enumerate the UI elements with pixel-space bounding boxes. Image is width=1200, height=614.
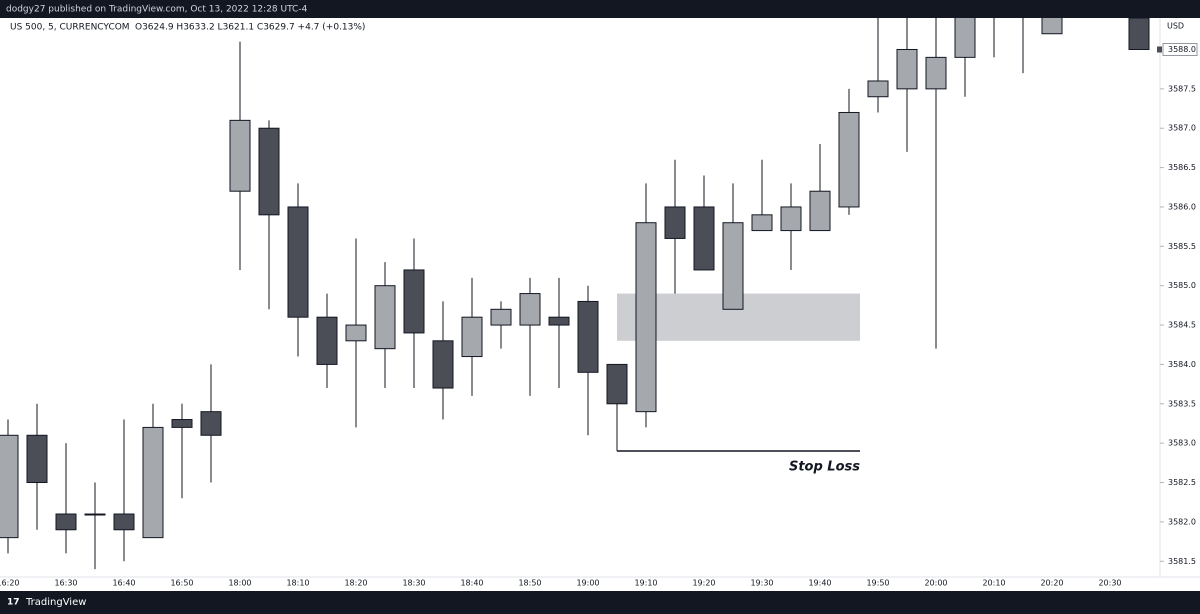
candle-body	[838, 111, 860, 208]
symbol: US 500, 5, CURRENCYCOM	[10, 23, 130, 33]
y-tick-label: 3583.5	[1168, 399, 1196, 408]
x-tick-label: 16:40	[112, 579, 135, 588]
top-bar	[0, 0, 1200, 18]
x-tick-label: 18:10	[286, 579, 309, 588]
candle-body	[55, 513, 77, 531]
x-tick-label: 19:40	[808, 579, 831, 588]
plot-area	[0, 18, 1150, 570]
last-price-box	[1162, 42, 1198, 56]
x-tick-label: 20:10	[982, 579, 1005, 588]
candle-body	[925, 56, 947, 90]
candle-body	[780, 206, 802, 232]
x-tick-label: 18:50	[518, 579, 541, 588]
x-tick-label: 16:30	[54, 579, 77, 588]
y-tick-label: 3582.0	[1168, 517, 1196, 526]
y-tick-label: 3587.0	[1168, 124, 1196, 133]
candle-body	[548, 316, 570, 326]
brand-logo: 17	[7, 598, 20, 608]
y-tick-label: 3585.0	[1168, 281, 1196, 290]
y-tick-label: 3582.5	[1168, 478, 1196, 487]
candle-body	[954, 18, 976, 58]
candle-body	[635, 222, 657, 413]
y-tick-label: 3585.5	[1168, 242, 1196, 251]
candle-body	[171, 419, 193, 428]
x-tick-label: 18:20	[344, 579, 367, 588]
candle-body	[461, 316, 483, 358]
x-tick-label: 19:00	[576, 579, 599, 588]
candle-body	[316, 316, 338, 365]
y-tick-label: 3583.0	[1168, 439, 1196, 448]
published-info: dodgy27 published on TradingView.com, Oc…	[6, 5, 308, 15]
x-tick-label: 19:10	[634, 579, 657, 588]
candle-body	[200, 411, 222, 436]
last-price-label: 3588.0	[1168, 45, 1196, 54]
brand: TradingView	[25, 597, 86, 608]
ohlc-legend: O3624.9 H3633.2 L3621.1 C3629.7 +4.7 (+0…	[135, 23, 365, 33]
x-tick-label: 18:00	[228, 579, 251, 588]
last-price-tag	[1157, 46, 1162, 53]
candle-body	[113, 513, 135, 531]
candle-body	[229, 119, 251, 192]
y-tick-label: 3586.0	[1168, 202, 1196, 211]
x-tick-label: 18:30	[402, 579, 425, 588]
x-tick-label: 19:50	[866, 579, 889, 588]
candle-body	[751, 214, 773, 232]
x-tick-label: 19:20	[692, 579, 715, 588]
candle-body	[1041, 18, 1063, 35]
candle-body	[403, 269, 425, 334]
candle-body	[722, 222, 744, 310]
candle-body	[1128, 18, 1150, 50]
y-tick-label: 3584.5	[1168, 321, 1196, 330]
candle-body	[432, 340, 454, 389]
candle-body	[606, 363, 628, 405]
candle-body	[693, 206, 715, 271]
candle-body	[0, 434, 19, 539]
x-tick-label: 20:20	[1040, 579, 1063, 588]
candle-body	[664, 206, 686, 239]
candle-body	[258, 127, 280, 216]
y-tick-label: 3586.5	[1168, 163, 1196, 172]
stop-loss-label: Stop Loss	[789, 460, 860, 475]
candle-body	[490, 308, 512, 326]
x-tick-label: 20:30	[1098, 579, 1121, 588]
currency: USD	[1167, 22, 1184, 31]
candle-body	[867, 80, 889, 98]
candle-body	[896, 48, 918, 90]
candle-body	[577, 300, 599, 373]
x-tick-label: 16:50	[170, 579, 193, 588]
y-tick-label: 3581.5	[1168, 557, 1196, 566]
candle-body	[287, 206, 309, 318]
candle-body	[142, 426, 164, 539]
candle-body	[374, 285, 396, 350]
x-tick-label: 16:20	[0, 579, 20, 588]
candle-body	[26, 434, 48, 484]
candle-body	[809, 190, 831, 232]
x-tick-label: 18:40	[460, 579, 483, 588]
y-tick-label: 3584.0	[1168, 360, 1196, 369]
candle-body	[345, 324, 367, 342]
candle-body	[519, 293, 541, 326]
y-tick-label: 3587.5	[1168, 84, 1196, 93]
candle-body	[84, 513, 106, 516]
x-tick-label: 19:30	[750, 579, 773, 588]
bottom-bar	[0, 591, 1200, 614]
x-tick-label: 20:00	[924, 579, 947, 588]
